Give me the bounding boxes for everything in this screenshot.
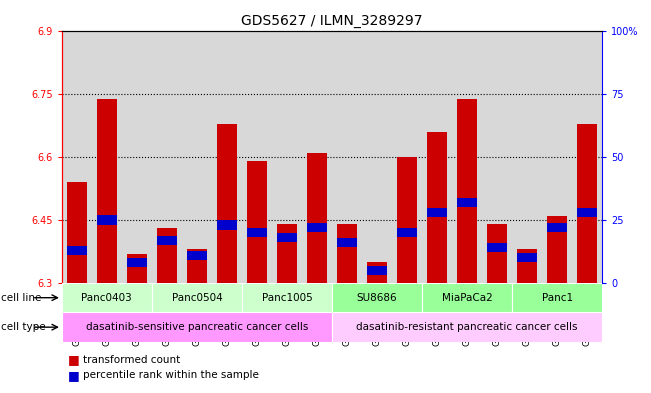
Bar <box>247 162 267 283</box>
Text: MiaPaCa2: MiaPaCa2 <box>442 293 492 303</box>
Bar <box>92 31 122 283</box>
Bar <box>62 283 152 312</box>
Text: cell type: cell type <box>1 322 46 332</box>
Bar <box>152 31 182 283</box>
Text: Panc1: Panc1 <box>542 293 573 303</box>
Bar <box>397 228 417 237</box>
Bar <box>242 31 272 283</box>
Bar <box>512 31 542 283</box>
Bar <box>247 228 267 237</box>
Bar <box>518 253 537 263</box>
Bar <box>157 235 176 245</box>
Bar <box>337 238 357 247</box>
Bar <box>182 31 212 283</box>
Bar <box>367 266 387 275</box>
Bar <box>307 223 327 232</box>
Bar <box>482 31 512 283</box>
Bar <box>332 312 602 342</box>
Text: transformed count: transformed count <box>83 354 180 365</box>
Bar <box>67 246 87 255</box>
Bar <box>157 228 176 283</box>
Bar <box>217 124 237 283</box>
Bar <box>577 124 597 283</box>
Bar <box>427 208 447 217</box>
Bar <box>367 262 387 283</box>
Bar <box>127 258 146 268</box>
Bar <box>397 157 417 283</box>
Bar <box>577 208 597 217</box>
Bar <box>152 283 242 312</box>
Bar <box>337 224 357 283</box>
Bar <box>97 215 117 225</box>
Bar <box>332 283 422 312</box>
Text: GDS5627 / ILMN_3289297: GDS5627 / ILMN_3289297 <box>242 14 422 28</box>
Bar <box>212 31 242 283</box>
Bar <box>307 153 327 283</box>
Bar <box>458 198 477 207</box>
Bar <box>187 250 206 283</box>
Bar <box>362 31 392 283</box>
Bar <box>217 220 237 230</box>
Bar <box>242 283 332 312</box>
Bar <box>512 283 602 312</box>
Bar <box>302 31 332 283</box>
Bar <box>488 224 507 283</box>
Text: Panc0403: Panc0403 <box>81 293 132 303</box>
Bar <box>452 31 482 283</box>
Bar <box>122 31 152 283</box>
Bar <box>547 216 567 283</box>
Bar <box>422 283 512 312</box>
Bar <box>277 233 297 242</box>
Bar <box>427 132 447 283</box>
Bar <box>332 31 362 283</box>
Text: Panc0504: Panc0504 <box>172 293 222 303</box>
Bar <box>62 312 332 342</box>
Bar <box>518 250 537 283</box>
Bar <box>572 31 602 283</box>
Bar <box>542 31 572 283</box>
Bar <box>488 243 507 252</box>
Text: dasatinib-resistant pancreatic cancer cells: dasatinib-resistant pancreatic cancer ce… <box>356 322 578 332</box>
Bar <box>97 99 117 283</box>
Bar <box>422 31 452 283</box>
Bar <box>547 223 567 232</box>
Text: Panc1005: Panc1005 <box>262 293 312 303</box>
Bar <box>277 224 297 283</box>
Text: ■: ■ <box>68 369 80 382</box>
Bar <box>67 182 87 283</box>
Bar <box>272 31 302 283</box>
Bar <box>187 251 206 260</box>
Bar <box>127 253 146 283</box>
Bar <box>392 31 422 283</box>
Text: percentile rank within the sample: percentile rank within the sample <box>83 370 258 380</box>
Bar <box>458 99 477 283</box>
Text: dasatinib-sensitive pancreatic cancer cells: dasatinib-sensitive pancreatic cancer ce… <box>86 322 308 332</box>
Text: ■: ■ <box>68 353 80 366</box>
Bar <box>62 31 92 283</box>
Text: SU8686: SU8686 <box>357 293 397 303</box>
Text: cell line: cell line <box>1 293 41 303</box>
